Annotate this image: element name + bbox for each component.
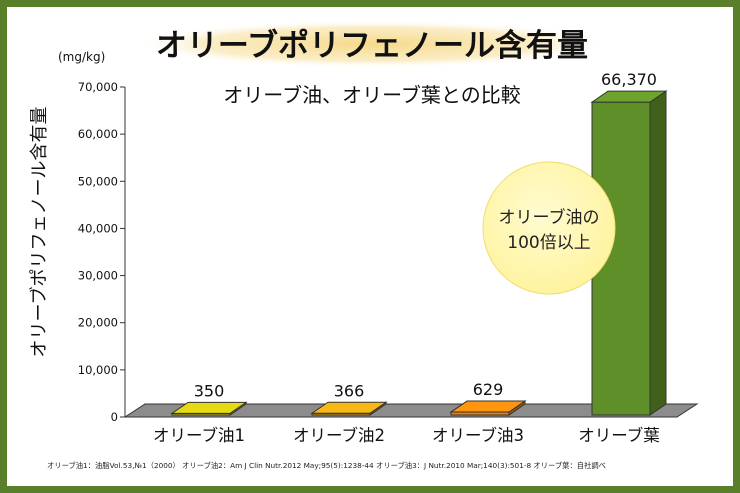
bar-value-label: 629 bbox=[473, 380, 504, 399]
y-tick-label: 20,000 bbox=[78, 316, 118, 330]
annotation-line-1: オリーブ油の bbox=[499, 207, 600, 228]
x-category-label: オリーブ油2 bbox=[293, 425, 385, 445]
y-tick-label: 60,000 bbox=[78, 127, 118, 141]
annotation-circle bbox=[482, 161, 616, 295]
bar-top bbox=[449, 400, 527, 413]
bar-side bbox=[649, 90, 667, 416]
y-tick-label: 70,000 bbox=[78, 80, 118, 94]
bar-value-label: 350 bbox=[194, 381, 225, 400]
unit-label: (mg/kg) bbox=[58, 50, 105, 64]
annotation-line-2: 100倍以上 bbox=[507, 233, 590, 253]
chart-floor bbox=[123, 403, 699, 418]
y-tick-label: 30,000 bbox=[78, 269, 118, 283]
bar-value-label: 66,370 bbox=[601, 70, 657, 89]
y-axis-ticks: 0 10,000 20,000 30,000 40,000 50,000 60,000 70,… bbox=[78, 80, 125, 424]
bar-top bbox=[170, 401, 248, 414]
x-category-label: オリーブ油3 bbox=[432, 425, 524, 445]
y-tick-label: 0 bbox=[111, 410, 118, 424]
source-footnote: オリーブ油1：油脂Vol.53,№1（2000） オリーブ油2：Am J Cli… bbox=[47, 461, 606, 470]
y-axis-label: オリーブポリフェノール含有量 bbox=[28, 107, 50, 358]
x-category-label: オリーブ油1 bbox=[153, 425, 245, 445]
bar-chart: オリーブポリフェノール含有量 (mg/kg) オリーブ油、オリーブ葉との比較 オ… bbox=[28, 20, 699, 470]
chart-subtitle: オリーブ油、オリーブ葉との比較 bbox=[223, 83, 520, 107]
bar-value-label: 366 bbox=[334, 381, 365, 400]
x-category-label: オリーブ葉 bbox=[578, 425, 660, 445]
y-tick-label: 10,000 bbox=[78, 363, 118, 377]
bar-top bbox=[590, 90, 668, 103]
y-tick-label: 40,000 bbox=[78, 221, 118, 235]
x-axis-labels: オリーブ油1 オリーブ油2 オリーブ油3 オリーブ葉 bbox=[153, 425, 660, 445]
bar-top bbox=[310, 401, 388, 414]
y-tick-label: 50,000 bbox=[78, 174, 118, 188]
title-glow bbox=[132, 20, 612, 68]
chart-title: オリーブポリフェノール含有量 bbox=[156, 28, 588, 64]
